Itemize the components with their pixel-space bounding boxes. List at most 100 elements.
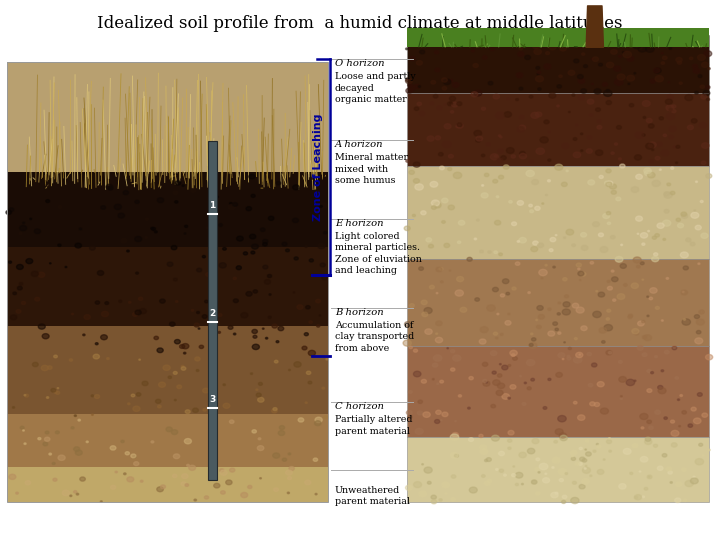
Text: 1: 1 — [209, 201, 215, 211]
Circle shape — [498, 149, 503, 153]
Circle shape — [413, 482, 422, 488]
Circle shape — [420, 50, 425, 54]
Circle shape — [526, 170, 534, 177]
Circle shape — [642, 100, 650, 106]
Circle shape — [575, 33, 582, 39]
Circle shape — [581, 245, 588, 251]
Circle shape — [669, 126, 676, 132]
Circle shape — [174, 278, 177, 281]
Circle shape — [513, 357, 518, 360]
Circle shape — [604, 325, 613, 331]
Circle shape — [618, 376, 626, 382]
Circle shape — [184, 233, 186, 234]
Circle shape — [127, 477, 134, 482]
Circle shape — [194, 323, 199, 327]
Circle shape — [701, 62, 708, 68]
Circle shape — [292, 185, 300, 190]
Circle shape — [616, 125, 621, 129]
Circle shape — [495, 337, 498, 339]
Circle shape — [58, 455, 65, 461]
Text: Light colored
mineral particles.
Zone of eluviation
and leaching: Light colored mineral particles. Zone of… — [335, 232, 422, 275]
Circle shape — [504, 112, 511, 117]
Circle shape — [45, 437, 50, 441]
Circle shape — [215, 390, 217, 392]
Text: Accumulation of
clay transported
from above: Accumulation of clay transported from ab… — [335, 321, 414, 353]
Circle shape — [649, 142, 657, 148]
Circle shape — [424, 307, 432, 314]
Circle shape — [698, 75, 702, 78]
Circle shape — [567, 357, 571, 360]
Circle shape — [268, 316, 271, 319]
Circle shape — [580, 150, 583, 152]
Circle shape — [258, 397, 264, 402]
Circle shape — [645, 437, 651, 441]
Circle shape — [10, 315, 17, 320]
Circle shape — [25, 481, 31, 485]
Circle shape — [618, 484, 626, 489]
Circle shape — [140, 308, 146, 314]
Circle shape — [184, 438, 192, 444]
Circle shape — [409, 346, 413, 349]
Circle shape — [429, 285, 434, 289]
Circle shape — [286, 470, 292, 475]
Circle shape — [665, 99, 672, 104]
Circle shape — [583, 65, 588, 68]
Circle shape — [648, 231, 649, 232]
Circle shape — [538, 88, 541, 90]
Circle shape — [513, 466, 515, 467]
Circle shape — [442, 412, 448, 417]
Circle shape — [662, 220, 671, 226]
Circle shape — [538, 471, 540, 473]
Circle shape — [616, 197, 621, 201]
Circle shape — [572, 244, 575, 247]
Circle shape — [657, 223, 665, 228]
Circle shape — [532, 44, 539, 49]
Circle shape — [498, 374, 502, 377]
Bar — [7, 62, 328, 172]
Circle shape — [38, 272, 45, 278]
Circle shape — [661, 52, 663, 54]
Circle shape — [544, 64, 551, 69]
Circle shape — [436, 333, 438, 334]
Circle shape — [482, 475, 485, 477]
Circle shape — [75, 243, 81, 248]
Circle shape — [482, 56, 487, 59]
Circle shape — [485, 460, 487, 462]
Circle shape — [404, 226, 410, 231]
Circle shape — [557, 105, 559, 107]
Circle shape — [433, 94, 438, 98]
Circle shape — [609, 450, 611, 452]
Circle shape — [415, 428, 423, 434]
Circle shape — [276, 341, 279, 343]
Circle shape — [528, 448, 535, 454]
Circle shape — [413, 162, 420, 167]
Circle shape — [91, 414, 94, 415]
Circle shape — [261, 228, 265, 232]
Circle shape — [142, 381, 148, 386]
Circle shape — [629, 104, 634, 107]
Circle shape — [447, 102, 453, 106]
Circle shape — [501, 156, 506, 160]
Circle shape — [473, 35, 481, 41]
Circle shape — [467, 40, 472, 43]
Circle shape — [626, 379, 634, 386]
Circle shape — [696, 319, 704, 325]
Circle shape — [611, 270, 614, 272]
Circle shape — [546, 52, 549, 55]
Circle shape — [91, 395, 94, 397]
Circle shape — [529, 160, 534, 163]
Circle shape — [564, 295, 569, 298]
Circle shape — [435, 68, 440, 72]
Circle shape — [680, 252, 688, 258]
Circle shape — [472, 50, 474, 52]
Circle shape — [649, 288, 657, 293]
Circle shape — [627, 56, 634, 61]
Circle shape — [552, 467, 554, 468]
Circle shape — [467, 258, 472, 261]
Circle shape — [423, 412, 431, 417]
Circle shape — [35, 229, 40, 234]
Circle shape — [647, 172, 655, 178]
Circle shape — [587, 136, 591, 139]
Circle shape — [111, 485, 116, 489]
Circle shape — [428, 244, 433, 248]
